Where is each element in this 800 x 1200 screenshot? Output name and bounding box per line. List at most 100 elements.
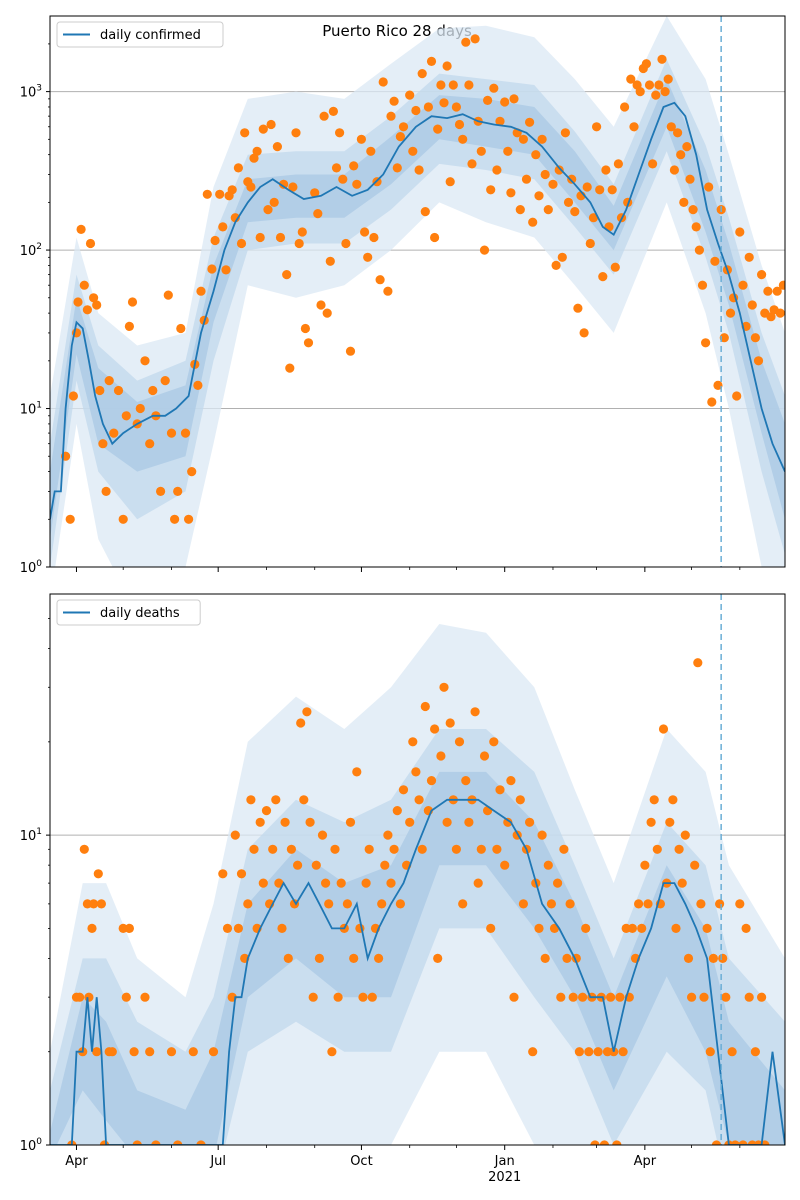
data-point xyxy=(697,280,708,290)
data-point xyxy=(327,1047,337,1057)
data-point xyxy=(669,165,680,175)
data-point xyxy=(744,252,754,262)
data-point xyxy=(509,94,519,104)
data-point xyxy=(711,1140,722,1145)
data-point xyxy=(657,54,667,64)
data-point xyxy=(218,222,228,232)
data-point xyxy=(280,817,290,827)
data-point xyxy=(537,134,547,144)
data-point xyxy=(629,122,639,132)
data-point xyxy=(574,1047,585,1057)
data-point xyxy=(275,232,286,243)
data-point xyxy=(680,830,690,840)
data-point xyxy=(618,1047,628,1057)
data-point xyxy=(426,776,437,786)
data-point xyxy=(345,817,356,827)
data-point xyxy=(778,280,785,290)
data-point xyxy=(753,356,764,366)
data-point xyxy=(584,1047,594,1057)
data-point xyxy=(637,923,647,934)
data-point xyxy=(640,860,650,870)
data-point xyxy=(693,658,703,668)
data-point xyxy=(291,128,301,138)
data-point xyxy=(458,134,468,144)
data-point xyxy=(331,163,342,173)
data-point xyxy=(578,992,588,1002)
data-point xyxy=(392,163,402,173)
data-point xyxy=(85,238,96,249)
data-point xyxy=(303,338,314,348)
data-point xyxy=(151,1140,161,1145)
data-point xyxy=(458,899,468,909)
data-point xyxy=(271,795,281,805)
data-point xyxy=(408,146,418,156)
data-point xyxy=(725,308,736,318)
plot-area xyxy=(50,16,785,567)
data-point xyxy=(272,142,282,152)
data-point xyxy=(395,899,405,909)
data-point xyxy=(208,1047,219,1057)
data-point xyxy=(682,142,692,152)
data-point xyxy=(607,185,617,195)
data-point xyxy=(411,105,421,116)
data-point xyxy=(233,923,243,934)
data-point xyxy=(414,165,424,175)
data-point xyxy=(518,899,529,909)
data-point xyxy=(500,97,510,107)
data-point xyxy=(439,682,449,692)
data-point xyxy=(405,90,415,100)
data-point xyxy=(730,1140,740,1145)
data-point xyxy=(654,80,664,90)
data-point xyxy=(84,992,94,1002)
data-point xyxy=(464,80,474,90)
data-point xyxy=(560,128,571,138)
data-point xyxy=(601,165,611,175)
y-tick-label: 101 xyxy=(20,401,42,418)
data-point xyxy=(691,222,701,232)
data-point xyxy=(305,817,315,827)
data-point xyxy=(666,122,676,132)
data-point xyxy=(163,290,173,300)
data-point xyxy=(506,776,516,786)
data-point xyxy=(461,37,471,47)
data-point xyxy=(187,467,197,477)
data-point xyxy=(735,227,745,237)
data-point xyxy=(196,1140,206,1145)
data-point xyxy=(124,923,134,934)
data-point xyxy=(297,227,307,237)
data-point xyxy=(258,878,268,888)
data-point xyxy=(352,767,362,777)
data-point xyxy=(342,899,352,909)
data-point xyxy=(546,899,557,909)
data-point xyxy=(140,356,150,366)
data-point xyxy=(735,899,745,909)
data-point xyxy=(528,1047,538,1057)
data-point xyxy=(439,98,449,108)
data-point xyxy=(476,146,486,156)
data-point xyxy=(710,256,720,266)
data-point xyxy=(313,209,323,219)
x-tick-label: Apr xyxy=(65,1154,88,1169)
data-point xyxy=(243,899,253,909)
data-point xyxy=(738,280,748,290)
data-point xyxy=(333,992,343,1002)
data-point xyxy=(492,844,502,854)
data-point xyxy=(476,844,486,854)
data-point xyxy=(687,992,697,1002)
data-point xyxy=(775,308,785,318)
data-point xyxy=(288,182,298,192)
data-point xyxy=(300,323,310,334)
data-point xyxy=(719,333,729,343)
data-point xyxy=(772,286,782,296)
data-point xyxy=(210,235,220,246)
data-point xyxy=(268,844,278,854)
data-point xyxy=(132,1140,142,1145)
data-point xyxy=(246,795,256,805)
data-point xyxy=(509,992,519,1002)
data-point xyxy=(570,207,580,217)
data-point xyxy=(420,207,430,217)
data-point xyxy=(610,262,620,272)
data-point xyxy=(121,411,131,421)
data-point xyxy=(349,161,359,171)
data-point xyxy=(750,1047,761,1057)
